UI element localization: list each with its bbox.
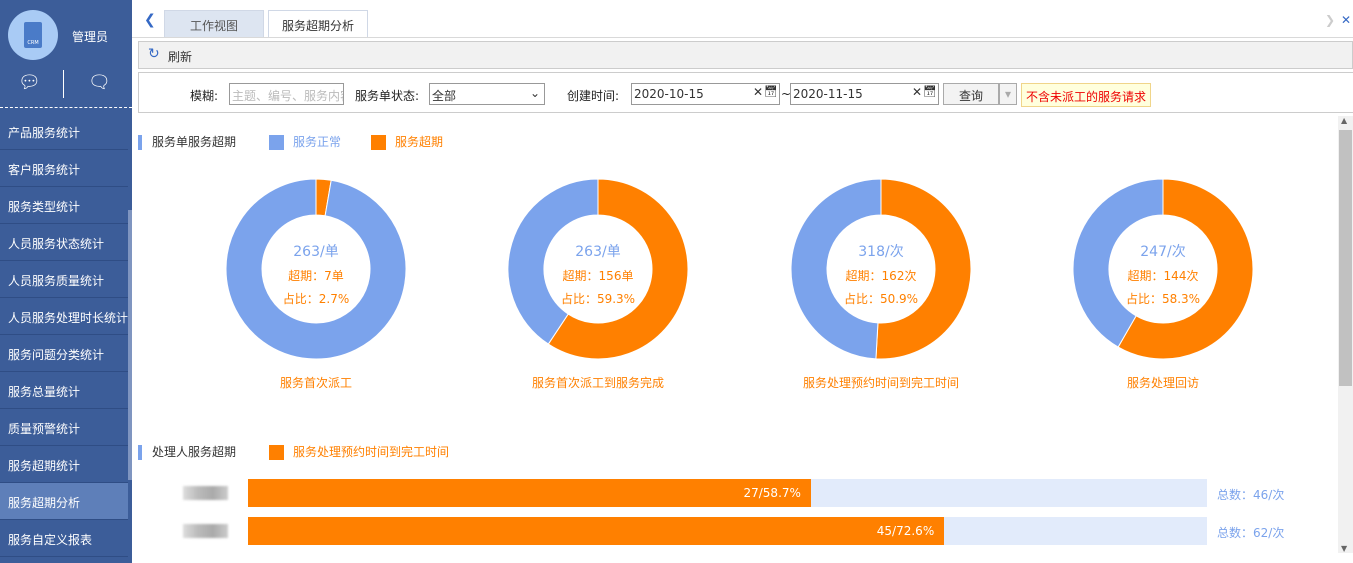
legend-normal[interactable]: 服务正常: [269, 133, 341, 150]
donut-overdue: 超期：7单: [288, 269, 344, 283]
bar-label: 27/58.7%: [743, 486, 801, 500]
bar-track: 27/58.7%: [248, 479, 1207, 507]
donut-overdue: 超期：156单: [562, 269, 634, 283]
donut-title: 服务处理回访: [1126, 376, 1199, 390]
bar-label: 45/72.6%: [876, 524, 935, 538]
sidebar-scrollbar[interactable]: [128, 210, 132, 480]
status-select[interactable]: 全部 ⌄: [429, 83, 545, 105]
bar-fill[interactable]: 45/72.6%: [248, 517, 945, 545]
legend-overdue[interactable]: 服务超期: [371, 133, 443, 150]
donut-overdue: 超期：144次: [1127, 269, 1199, 283]
donut-slice-overdue[interactable]: [547, 178, 689, 360]
handler-name-blurred: [183, 524, 228, 538]
sidebar-item[interactable]: 客户服务统计: [0, 150, 128, 187]
donut-ratio: 占比：58.3%: [1125, 292, 1201, 306]
donut-slice-normal[interactable]: [1072, 178, 1164, 348]
query-button[interactable]: 查询: [943, 83, 999, 105]
donut-ratio: 占比：2.7%: [282, 292, 350, 306]
date-to-value: 2020-11-15: [793, 87, 863, 101]
sidebar-item[interactable]: 人员服务状态统计: [0, 224, 128, 261]
scrollbar-thumb[interactable]: [1339, 130, 1352, 386]
close-icon[interactable]: ✕: [1340, 13, 1351, 27]
donut-slice-overdue[interactable]: [875, 178, 972, 360]
donut-center: 318/次超期：162次 占比：50.9%: [821, 241, 941, 307]
id-badge-icon: CRM: [24, 22, 42, 48]
date-from-value: 2020-10-15: [634, 87, 704, 101]
bar-total: 总数：46/次: [1217, 488, 1285, 502]
tab-work-view[interactable]: 工作视图: [164, 10, 264, 37]
sidebar-item[interactable]: 服务类型统计: [0, 187, 128, 224]
donut-title: 服务处理预约时间到完工时间: [802, 376, 959, 390]
sidebar-item[interactable]: 服务自定义报表: [0, 520, 128, 557]
tab-bar: ❮ 工作视图 服务超期分析 ❯ ✕: [132, 0, 1353, 38]
query-dropdown-icon[interactable]: ▾: [999, 83, 1017, 105]
donut-center: 263/单超期：156单 占比：59.3%: [538, 241, 658, 307]
notice-text: 不含未派工的服务请求: [1021, 83, 1152, 107]
message-icon[interactable]: 🗨︎: [88, 72, 111, 93]
filter-bar: 模糊: 主题、编号、服务内容 服务单状态: 全部 ⌄ 创建时间: 2020-10-…: [138, 72, 1353, 113]
sidebar-item[interactable]: 服务超期统计: [0, 446, 128, 483]
chevron-right-icon[interactable]: ❯: [1324, 13, 1335, 27]
date-from-input[interactable]: 2020-10-15 ✕ 📅︎: [631, 83, 780, 105]
chevron-down-icon: ⌄: [529, 86, 540, 100]
donut-total: 247/次: [1140, 244, 1186, 260]
scroll-up-icon[interactable]: ▲: [1341, 116, 1348, 125]
section-title-handler: 处理人服务超期: [138, 443, 236, 460]
donut-slice-normal[interactable]: [507, 178, 599, 345]
divider: [0, 107, 132, 108]
donut-charts: [225, 178, 1254, 360]
vertical-scrollbar[interactable]: ▲ ▼: [1338, 116, 1353, 553]
avatar[interactable]: CRM: [8, 10, 58, 60]
donut-total: 318/次: [858, 244, 904, 260]
donut-title: 服务首次派工: [279, 376, 352, 390]
divider: [63, 70, 64, 98]
toolbar: ↻ 刷新: [138, 41, 1353, 69]
sidebar-item[interactable]: 服务总量统计: [0, 372, 128, 409]
donut-slice-overdue[interactable]: [1117, 178, 1254, 360]
donut-total: 263/单: [575, 244, 621, 260]
donut-center: 263/单超期：7单占比：2.7%: [256, 241, 376, 307]
donut-ratio: 占比：50.9%: [843, 292, 919, 306]
sidebar-item[interactable]: 产品服务统计: [0, 113, 128, 150]
user-name: 管理员: [72, 30, 109, 44]
fuzzy-search-input[interactable]: 主题、编号、服务内容: [229, 83, 344, 105]
clear-icon[interactable]: ✕: [752, 85, 763, 99]
bar-total: 总数：62/次: [1217, 526, 1285, 540]
donut-slice-normal[interactable]: [225, 178, 407, 360]
legend-handler[interactable]: 服务处理预约时间到完工时间: [269, 443, 449, 460]
sidebar-item[interactable]: 人员服务质量统计: [0, 261, 128, 298]
bar-fill[interactable]: 27/58.7%: [248, 479, 811, 507]
status-value: 全部: [432, 89, 457, 103]
tab-overdue-analysis[interactable]: 服务超期分析: [268, 10, 368, 37]
donut-total: 263/单: [293, 244, 339, 260]
refresh-icon[interactable]: ↻: [148, 46, 160, 62]
created-label: 创建时间:: [567, 89, 620, 103]
date-separator: ~: [781, 87, 792, 101]
sidebar-item[interactable]: 服务超期分析: [0, 483, 128, 520]
donut-ratio: 占比：59.3%: [560, 292, 636, 306]
date-to-input[interactable]: 2020-11-15 ✕ 📅︎: [790, 83, 939, 105]
sidebar: CRM 管理员 💬︎ 🗨︎ 产品服务统计 客户服务统计 服务类型统计 人员服务状态统计…: [0, 0, 132, 563]
chevron-left-icon[interactable]: ❮: [144, 12, 156, 28]
content-area: 服务单服务超期 服务正常 服务超期 263/单超期：7单占比：2.7% 服务首次派…: [138, 116, 1338, 563]
scroll-down-icon[interactable]: ▼: [1341, 544, 1348, 553]
sidebar-item[interactable]: 人员服务处理时长统计: [0, 298, 128, 335]
status-label: 服务单状态:: [355, 89, 420, 103]
donut-center: 247/次超期：144次 占比：58.3%: [1103, 241, 1223, 307]
chat-bubbles-icon[interactable]: 💬︎: [18, 72, 41, 93]
sidebar-item[interactable]: 服务问题分类统计: [0, 335, 128, 372]
refresh-button[interactable]: 刷新: [168, 50, 193, 64]
calendar-icon[interactable]: 📅︎: [923, 85, 937, 98]
donut-overdue: 超期：162次: [845, 269, 917, 283]
calendar-icon[interactable]: 📅︎: [764, 85, 778, 98]
donut-slice-normal[interactable]: [790, 178, 882, 360]
donut-title: 服务首次派工到服务完成: [531, 376, 664, 390]
sidebar-item[interactable]: 质量预警统计: [0, 409, 128, 446]
clear-icon[interactable]: ✕: [911, 85, 922, 99]
fuzzy-label: 模糊:: [190, 89, 219, 103]
handler-name-blurred: [183, 486, 228, 500]
section-title-overdue: 服务单服务超期: [138, 133, 236, 150]
bar-track: 45/72.6%: [248, 517, 1207, 545]
